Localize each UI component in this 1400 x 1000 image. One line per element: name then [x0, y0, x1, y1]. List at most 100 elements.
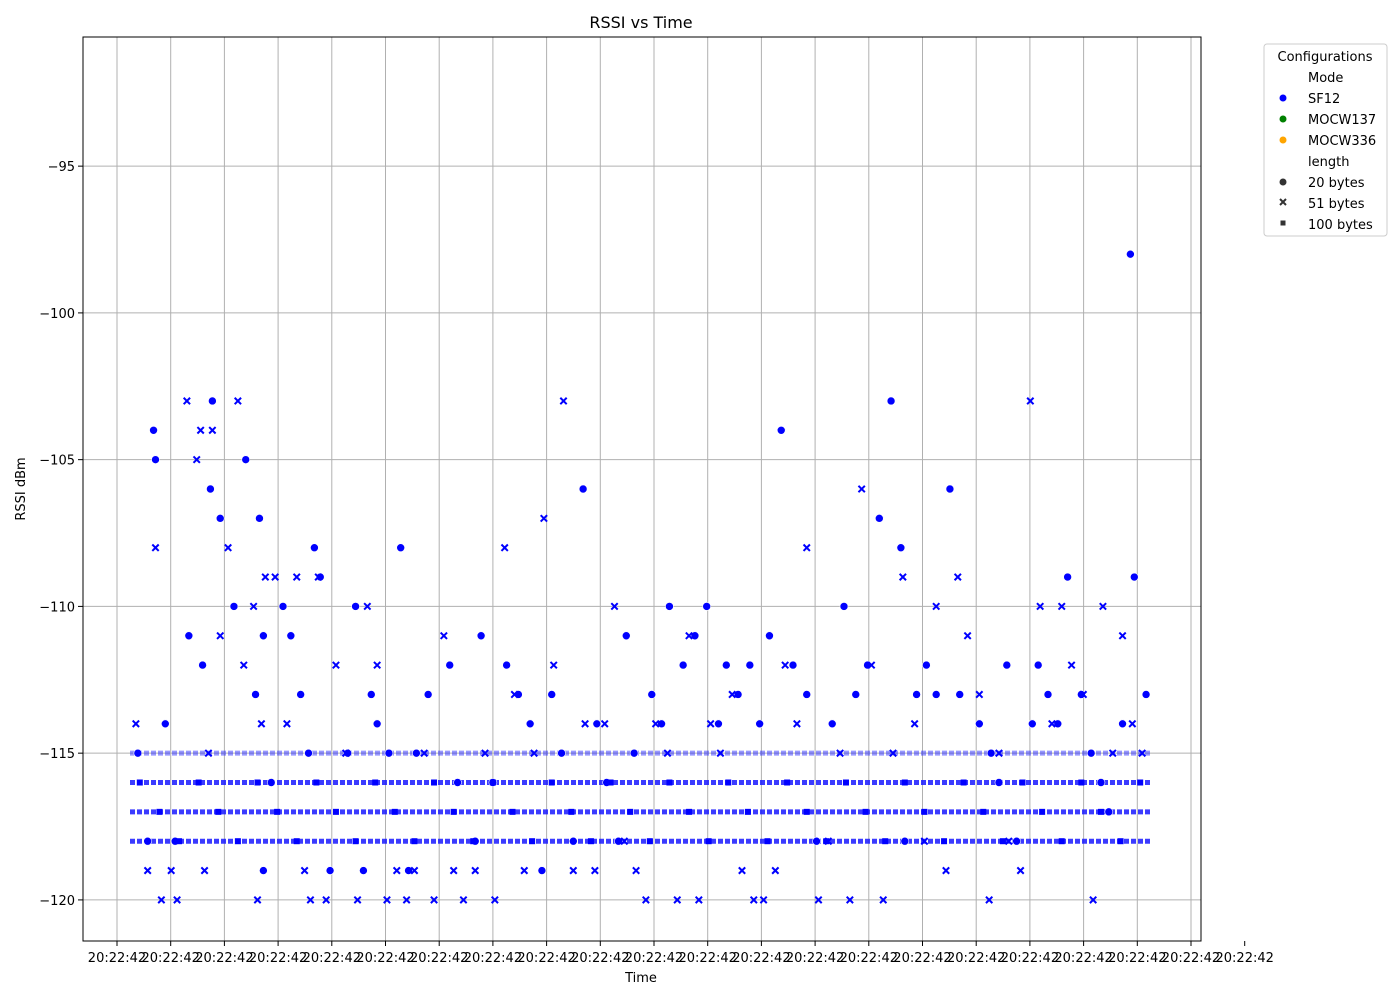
point-20-bytes [1012, 836, 1021, 846]
point-100-bytes [470, 838, 477, 845]
point-20-bytes [286, 631, 296, 641]
point-51-bytes [569, 866, 578, 875]
point-100-bytes [529, 838, 536, 845]
y-tick-label: −105 [39, 454, 75, 469]
point-51-bytes [759, 896, 768, 904]
point-51-bytes [332, 661, 340, 670]
point-20-bytes [702, 602, 711, 611]
point-20-bytes [343, 748, 353, 758]
point-20-bytes [143, 836, 152, 846]
point-51-bytes [353, 896, 362, 904]
legend-sf12-swatch [1279, 94, 1287, 102]
point-20-bytes [827, 719, 837, 729]
point-20-bytes [149, 425, 158, 435]
plot-area-frame [82, 36, 1202, 942]
x-tick-label: 20:22:42 [142, 951, 200, 966]
point-51-bytes [1016, 866, 1025, 875]
point-51-bytes [1099, 602, 1107, 611]
y-axis-label: RSSI dBm [14, 457, 29, 520]
point-100-bytes [901, 779, 908, 786]
point-20-bytes [366, 690, 376, 699]
point-20-bytes [372, 719, 382, 729]
legend: Configurations Mode SF12 MOCW137 MOCW336… [1263, 43, 1388, 237]
x-tick-label: 20:22:42 [786, 951, 844, 966]
point-20-bytes [678, 660, 688, 670]
point-20-bytes [557, 748, 566, 758]
point-51-bytes [738, 866, 746, 875]
point-20-bytes [1130, 572, 1139, 582]
legend-mocw336-label: MOCW336 [1308, 134, 1376, 149]
point-20-bytes [259, 631, 268, 641]
legend-title: Configurations [1278, 50, 1373, 65]
point-51-bytes [995, 749, 1003, 758]
point-100-bytes [391, 808, 398, 815]
point-20-bytes [690, 631, 700, 641]
point-100-bytes [803, 808, 810, 815]
point-51-bytes [173, 896, 181, 904]
point-20-bytes [755, 719, 764, 729]
point-51-bytes [192, 455, 201, 464]
point-51-bytes [879, 896, 888, 904]
x-axis-ticks: 20:22:4220:22:4220:22:4220:22:4220:22:42… [88, 941, 1274, 966]
point-51-bytes [283, 719, 291, 728]
point-100-bytes [450, 808, 457, 815]
point-20-bytes [255, 514, 264, 523]
point-20-bytes [1002, 660, 1012, 670]
point-100-bytes [862, 808, 869, 815]
point-100-bytes [1078, 779, 1085, 786]
point-100-bytes [293, 838, 300, 845]
point-20-bytes [423, 690, 433, 699]
point-20-bytes [502, 660, 511, 670]
legend-mocw137-label: MOCW137 [1308, 113, 1376, 128]
point-51-bytes [292, 573, 301, 581]
point-100-bytes [274, 808, 281, 815]
point-100-bytes [215, 808, 222, 815]
point-100-bytes [744, 808, 751, 815]
point-51-bytes [261, 573, 270, 581]
point-20-bytes [1086, 748, 1096, 758]
point-51-bytes [620, 837, 629, 846]
point-20-bytes [647, 690, 657, 699]
point-51-bytes [481, 749, 489, 758]
x-tick-label: 20:22:42 [625, 951, 683, 966]
point-20-bytes [241, 455, 251, 464]
point-51-bytes [728, 690, 737, 699]
point-51-bytes [685, 631, 693, 640]
point-100-bytes [195, 779, 202, 786]
point-20-bytes [657, 719, 666, 729]
point-100-bytes [842, 779, 849, 786]
legend-51-bytes-label: 51 bytes [1308, 197, 1365, 212]
x-tick-label: 20:22:42 [88, 951, 146, 966]
y-tick-label: −100 [39, 307, 75, 322]
x-tick-label: 20:22:42 [732, 951, 790, 966]
point-51-bytes [449, 866, 458, 875]
point-100-bytes [666, 779, 673, 786]
point-51-bytes [857, 485, 866, 493]
point-20-bytes [215, 514, 225, 523]
point-51-bytes [208, 426, 217, 435]
point-51-bytes [430, 896, 438, 904]
point-20-bytes [931, 690, 941, 699]
point-51-bytes [932, 602, 941, 611]
legend-100-bytes-marker [1280, 220, 1286, 226]
point-20-bytes [912, 690, 921, 699]
point-20-bytes [1141, 690, 1151, 699]
point-51-bytes [131, 719, 140, 728]
point-20-bytes [206, 484, 215, 494]
point-20-bytes [886, 396, 896, 406]
point-51-bytes [196, 426, 205, 435]
point-51-bytes [749, 896, 758, 904]
point-100-bytes [725, 779, 732, 786]
point-51-bytes [867, 661, 876, 670]
point-20-bytes [251, 690, 260, 699]
point-51-bytes [257, 719, 266, 728]
point-20-bytes [665, 602, 674, 611]
point-100-bytes [784, 779, 791, 786]
point-20-bytes [922, 660, 931, 670]
point-100-bytes [941, 838, 948, 845]
point-20-bytes [325, 866, 335, 875]
point-51-bytes [1108, 749, 1117, 758]
legend-mocw137-swatch [1279, 115, 1287, 123]
point-100-bytes [705, 838, 712, 845]
point-51-bytes [1128, 719, 1137, 728]
